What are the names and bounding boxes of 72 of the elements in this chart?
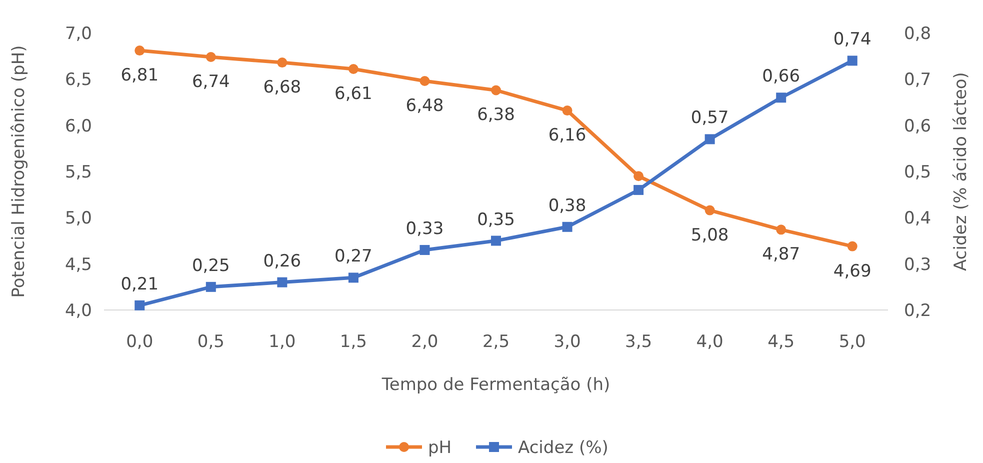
point [134,46,145,56]
data-label: 4,87 [762,244,800,265]
point [776,92,786,103]
data-label: 0,35 [477,210,515,230]
point [348,272,358,283]
point [704,205,715,216]
data-label: 6,68 [263,78,302,98]
point [420,244,430,255]
legend-label: Acidez (%) [518,438,608,458]
data-label: 0,21 [120,274,159,294]
data-label: 0,74 [833,30,872,50]
y2-tick-label: 0,2 [904,300,932,321]
y2-tick-label: 0,3 [904,254,932,275]
point [634,171,644,182]
data-label: 6,48 [406,96,444,116]
y-tick-label: 6,0 [64,116,92,136]
x-tick-label: 0,5 [197,332,224,352]
x-tick-label: 5,0 [838,332,866,352]
y2-tick-label: 0,5 [904,162,932,182]
data-label: 6,74 [192,72,230,92]
x-tick-label: 1,0 [268,332,296,352]
point [348,64,358,74]
x-tick-label: 3,0 [554,332,581,352]
x-tick-label: 2,5 [482,332,510,352]
y-tick-label: 4,0 [64,300,92,321]
point [206,52,216,62]
point [420,76,430,86]
data-label: 6,81 [120,66,159,86]
point [847,56,858,66]
data-label: 4,69 [833,261,872,282]
point [491,85,501,96]
point [491,236,501,246]
data-label: 0,26 [263,251,302,272]
data-label: 0,33 [406,218,444,239]
x-tick-label: 2,0 [411,332,438,352]
y-tick-label: 6,5 [64,70,92,90]
point [704,134,715,144]
point [562,106,572,116]
y-tick-label: 5,5 [64,162,92,182]
point [776,224,786,235]
y2-tick-label: 0,6 [904,116,932,136]
x-tick-label: 4,0 [696,332,724,352]
point [134,300,145,310]
point [634,184,644,195]
data-label: 0,38 [548,196,586,216]
point [277,277,288,288]
data-label: 0,66 [762,66,800,87]
point [277,58,288,68]
y2-tick-label: 0,8 [904,24,932,44]
point [562,222,572,232]
y2-axis-title: Acidez (% ácido lácteo) [951,72,971,271]
data-label: 0,25 [192,256,230,276]
data-label: 0,57 [690,108,729,128]
x-tick-label: 3,5 [625,332,652,352]
y-axis-title: Potencial Hidrogeniônico (pH) [9,45,29,298]
point [847,241,858,252]
y2-tick-label: 0,4 [904,208,932,229]
point [206,282,216,292]
x-tick-label: 0,0 [126,332,154,352]
data-label: 6,61 [334,84,372,104]
data-label: 6,38 [477,105,515,126]
data-label: 0,27 [334,246,372,267]
y-tick-label: 5,0 [64,208,92,229]
legend-label: pH [428,438,452,458]
y-tick-label: 4,5 [64,254,92,275]
data-label: 6,16 [548,126,586,146]
y-tick-label: 7,0 [64,24,92,44]
data-label: 5,08 [690,225,729,246]
x-axis-title: Tempo de Fermentação (h) [380,375,610,395]
x-tick-label: 1,5 [340,332,367,352]
y2-tick-label: 0,7 [904,70,932,90]
x-tick-label: 4,5 [768,332,795,352]
